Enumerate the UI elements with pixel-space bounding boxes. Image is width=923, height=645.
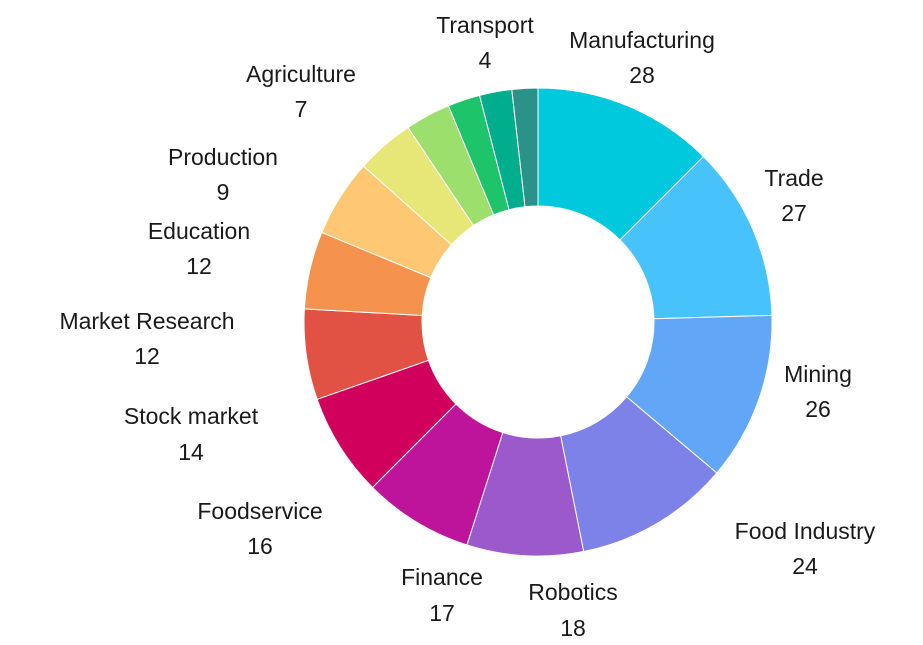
label-robotics: Robotics 18 (528, 579, 617, 641)
label-market-research-name: Market Research (59, 308, 234, 334)
label-transport: Transport 4 (436, 12, 534, 73)
label-stock-market-name: Stock market (124, 403, 259, 429)
label-food-industry-value: 24 (792, 553, 818, 579)
label-production-value: 9 (217, 179, 230, 205)
label-market-research-value: 12 (134, 343, 160, 369)
label-agriculture: Agriculture 7 (246, 61, 356, 122)
label-mining-name: Mining (784, 361, 852, 387)
label-manufacturing-value: 28 (629, 62, 655, 88)
label-manufacturing-name: Manufacturing (569, 27, 715, 53)
label-foodservice-value: 16 (247, 533, 273, 559)
label-robotics-name: Robotics (528, 579, 617, 605)
label-mining: Mining 26 (784, 361, 852, 422)
label-manufacturing: Manufacturing 28 (569, 27, 715, 88)
label-education-value: 12 (186, 253, 212, 279)
label-robotics-value: 18 (560, 615, 586, 641)
label-finance-value: 17 (429, 600, 455, 626)
label-finance: Finance 17 (401, 564, 483, 626)
label-agriculture-value: 7 (295, 96, 308, 122)
label-mining-value: 26 (805, 396, 831, 422)
label-trade-name: Trade (764, 165, 823, 191)
label-finance-name: Finance (401, 564, 483, 590)
label-stock-market: Stock market 14 (124, 403, 259, 465)
label-food-industry-name: Food Industry (735, 518, 876, 544)
label-stock-market-value: 14 (178, 439, 204, 465)
label-transport-name: Transport (436, 12, 534, 38)
label-foodservice-name: Foodservice (197, 498, 322, 524)
label-food-industry: Food Industry 24 (735, 518, 876, 579)
slice-transport (511, 87, 539, 208)
label-agriculture-name: Agriculture (246, 61, 356, 87)
label-market-research: Market Research 12 (59, 308, 234, 369)
label-education-name: Education (148, 218, 250, 244)
label-foodservice: Foodservice 16 (197, 498, 322, 559)
label-production-name: Production (168, 144, 278, 170)
slices-group (303, 87, 773, 557)
label-trade: Trade 27 (764, 165, 823, 226)
label-production: Production 9 (168, 144, 278, 205)
label-trade-value: 27 (781, 200, 807, 226)
label-education: Education 12 (148, 218, 250, 279)
label-transport-value: 4 (479, 47, 492, 73)
